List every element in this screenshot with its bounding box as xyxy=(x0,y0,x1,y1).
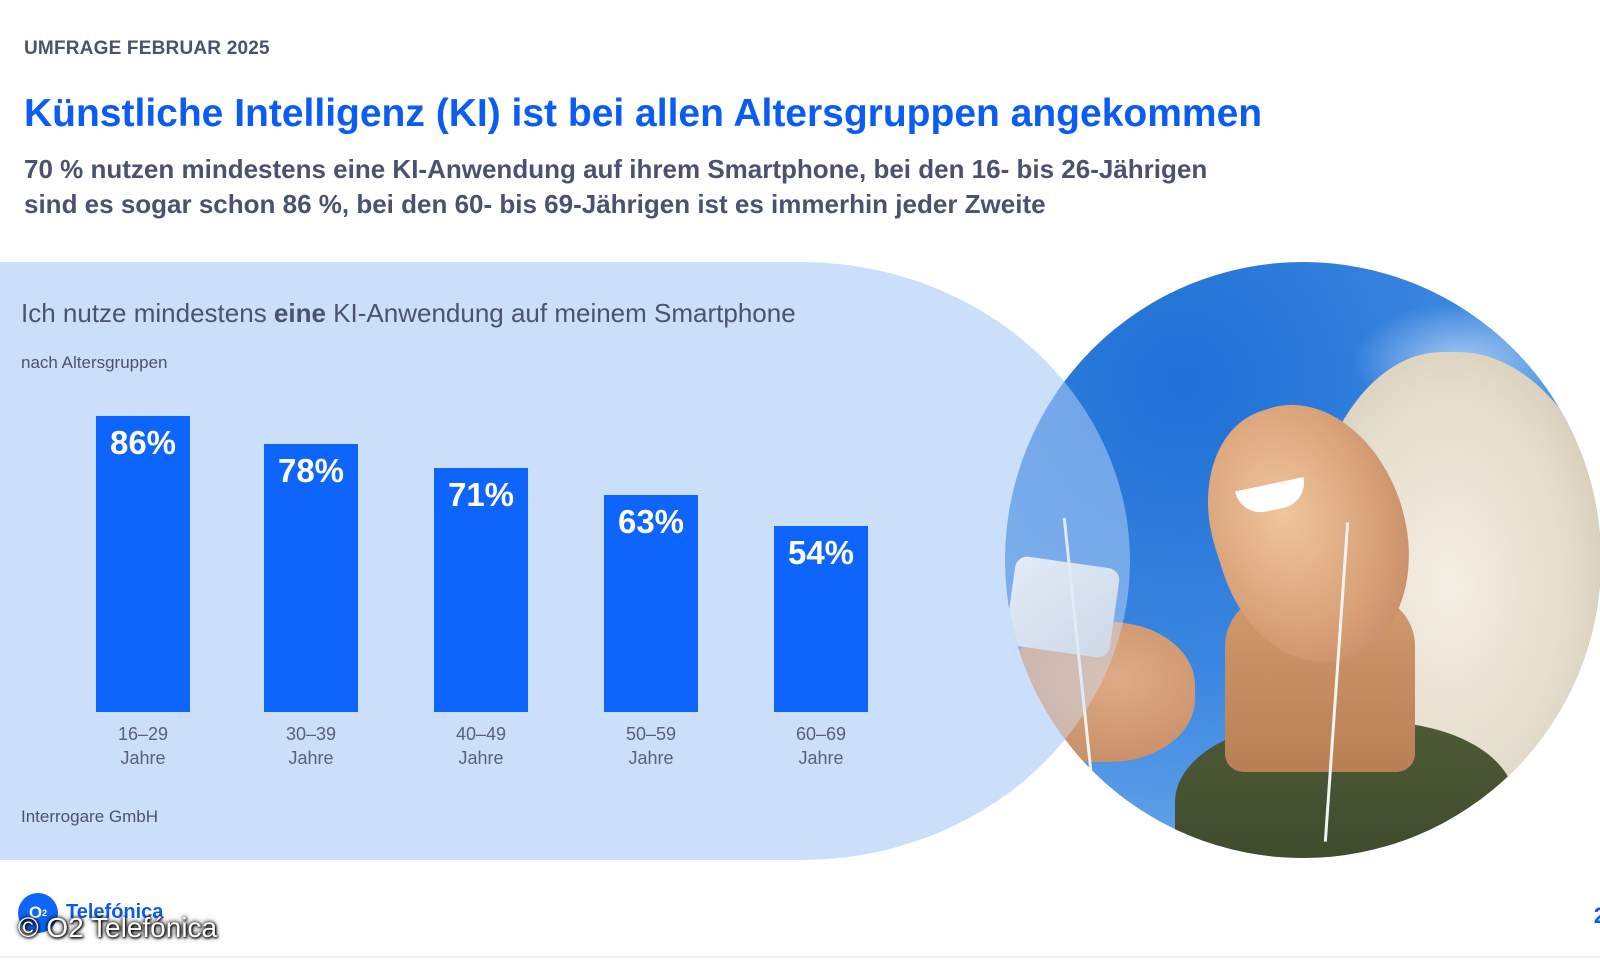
category-label: 30–39 Jahre xyxy=(241,722,381,770)
bar-value-label: 71% xyxy=(447,476,515,513)
chart-title-pre: Ich nutze mindestens xyxy=(21,298,274,328)
bar: 86% xyxy=(96,416,190,712)
bar: 78% xyxy=(264,444,358,712)
age-unit: Jahre xyxy=(628,748,674,768)
category-label: 60–69 Jahre xyxy=(751,722,891,770)
age-range: 30–39 xyxy=(285,724,337,744)
eyebrow: UMFRAGE FEBRUAR 2025 xyxy=(24,38,270,59)
category-label: 50–59 Jahre xyxy=(581,722,721,770)
age-range: 50–59 xyxy=(625,724,677,744)
bar: 71% xyxy=(434,468,528,712)
age-unit: Jahre xyxy=(798,748,844,768)
chart-subtitle: nach Altersgruppen xyxy=(21,353,168,372)
brand-name: Telefónica xyxy=(66,901,164,923)
logo-letter: O xyxy=(28,903,43,922)
age-range: 40–49 xyxy=(455,724,507,744)
age-range: 16–29 xyxy=(117,724,169,744)
bar: 54% xyxy=(774,526,868,712)
bottom-divider xyxy=(0,956,1600,958)
chart-title-bold: eine xyxy=(273,298,326,328)
age-unit: Jahre xyxy=(120,748,166,768)
subtitle-line-1: 70 % nutzen mindestens eine KI-Anwendung… xyxy=(24,154,1208,184)
category-label: 16–29 Jahre xyxy=(73,722,213,770)
logo-subscript: 2 xyxy=(42,908,48,918)
subtitle-line-2: sind es sogar schon 86 %, bei den 60- bi… xyxy=(24,189,1046,219)
bar-value-label: 78% xyxy=(277,452,345,489)
chart-source: Interrogare GmbH xyxy=(21,807,158,826)
age-unit: Jahre xyxy=(288,748,334,768)
age-unit: Jahre xyxy=(458,748,504,768)
chart-title: Ich nutze mindestens eine KI-Anwendung a… xyxy=(21,298,796,329)
chart-title-post: KI-Anwendung auf meinem Smartphone xyxy=(325,298,796,328)
copyright-watermark: © O2 Telefónica xyxy=(18,912,218,943)
bar-value-label: 86% xyxy=(109,424,177,461)
category-label: 40–49 Jahre xyxy=(411,722,551,770)
bar-value-label: 63% xyxy=(617,503,685,540)
hero-photo xyxy=(1005,262,1600,858)
page-title: Künstliche Intelligenz (KI) ist bei alle… xyxy=(24,92,1263,135)
page-subtitle: 70 % nutzen mindestens eine KI-Anwendung… xyxy=(24,152,1364,222)
bar: 63% xyxy=(604,495,698,712)
bar-value-label: 54% xyxy=(787,534,855,571)
page-number: 2 xyxy=(1593,903,1600,928)
smartphone-shape xyxy=(1005,555,1121,659)
age-range: 60–69 xyxy=(795,724,847,744)
